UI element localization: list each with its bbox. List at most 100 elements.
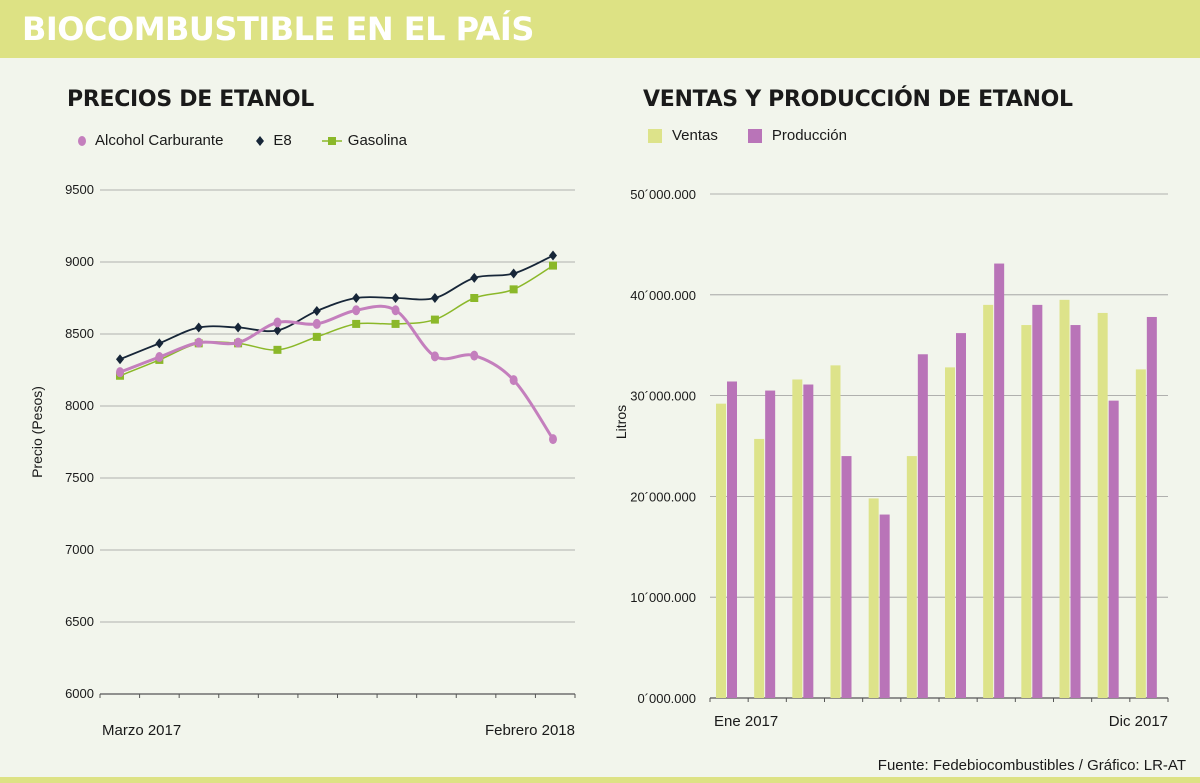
y-tick-label: 7000: [65, 542, 94, 557]
legend-label-alcohol: Alcohol Carburante: [95, 132, 224, 149]
y-tick-label: 30´000.000: [630, 389, 696, 404]
bar-ventas-ene: [716, 403, 726, 698]
bar-ventas-nov: [1097, 312, 1108, 698]
bar-ventas-feb: [754, 438, 765, 698]
legend-item-produccion: Producción: [747, 127, 847, 144]
data-point: [430, 293, 439, 303]
data-point: [549, 434, 557, 445]
data-point: [391, 305, 400, 316]
header-banner: BIOCOMBUSTIBLE EN EL PAÍS: [0, 0, 1200, 58]
legend-item-ventas: Ventas: [648, 127, 718, 144]
legend-item-gasolina: Gasolina: [321, 132, 407, 149]
bottom-bar: [0, 777, 1200, 783]
bar-producción-feb: [765, 390, 776, 698]
data-point: [155, 338, 164, 349]
diamond-marker-icon: [256, 135, 265, 146]
sales-chart-title: VENTAS Y PRODUCCIÓN DE ETANOL: [643, 87, 1073, 112]
legend-item-e8: E8: [253, 132, 292, 149]
data-point: [509, 285, 518, 294]
data-point: [549, 250, 557, 261]
data-point: [155, 352, 164, 363]
legend-label-ventas: Ventas: [672, 127, 718, 144]
bar-producción-nov: [1108, 400, 1119, 698]
y-tick-label: 10´000.000: [630, 590, 696, 605]
y-tick-label: 0´000.000: [637, 691, 696, 706]
data-point: [234, 337, 243, 348]
y-tick-label: 20´000.000: [630, 489, 696, 504]
bar-ventas-jul: [945, 367, 955, 698]
y-tick-label: 8000: [65, 398, 94, 413]
bar-producción-jul: [956, 333, 966, 698]
data-point: [234, 322, 243, 333]
circle-marker-icon: [78, 135, 86, 146]
data-point: [391, 293, 400, 303]
y-tick-label: 9500: [65, 182, 94, 197]
data-point: [194, 322, 203, 333]
bar-ventas-jun: [906, 456, 917, 698]
data-point: [116, 367, 124, 378]
data-point: [430, 315, 439, 324]
series-line-e8: [119, 254, 554, 361]
x-tick-label: Marzo 2017: [102, 722, 181, 739]
data-point: [509, 375, 518, 386]
bar-producción-sep: [1032, 304, 1043, 698]
y-axis-label: Precio (Pesos): [29, 386, 45, 478]
x-tick-label: Dic 2017: [1109, 713, 1168, 730]
data-point: [312, 318, 321, 329]
y-tick-label: 50´000.000: [630, 187, 696, 202]
x-tick-label: Febrero 2018: [485, 722, 575, 739]
produccion-swatch-icon: [747, 128, 762, 143]
y-tick-label: 9000: [65, 254, 94, 269]
data-point: [194, 337, 203, 348]
sales-chart-legend: Ventas Producción: [648, 127, 877, 144]
x-tick-label: Ene 2017: [714, 713, 778, 730]
y-axis-label: Litros: [613, 405, 629, 439]
bar-ventas-sep: [1021, 325, 1032, 698]
data-point: [430, 351, 439, 362]
data-point: [352, 305, 361, 316]
data-point: [312, 305, 321, 316]
price-chart-title: PRECIOS DE ETANOL: [67, 87, 314, 112]
bar-producción-jun: [917, 354, 928, 698]
y-tick-label: 40´000.000: [630, 288, 696, 303]
data-point: [391, 319, 400, 328]
data-point: [116, 354, 124, 365]
square-marker-icon: [321, 136, 342, 145]
legend-label-gasolina: Gasolina: [347, 132, 407, 149]
data-point: [470, 294, 479, 302]
bar-producción-oct: [1070, 325, 1081, 698]
y-tick-label: 6500: [65, 614, 94, 629]
sales-bar-chart: 0´000.000 10´000.000 20´000.000 30´000.000 4…: [613, 187, 1169, 730]
data-point: [470, 272, 479, 283]
data-point: [273, 345, 282, 354]
bar-ventas-mar: [792, 379, 803, 698]
legend-label-e8: E8: [273, 132, 292, 149]
legend-label-produccion: Producción: [771, 127, 847, 144]
y-tick-label: 6000: [65, 686, 94, 701]
series-line-gasolina: [119, 264, 554, 377]
bar-ventas-abr: [830, 365, 841, 698]
bar-ventas-ago: [983, 304, 994, 698]
data-point: [470, 350, 479, 361]
bar-producción-ene: [727, 381, 737, 698]
bar-producción-may: [879, 514, 890, 698]
bar-producción-mar: [803, 384, 814, 698]
data-point: [312, 332, 321, 341]
page-title: BIOCOMBUSTIBLE EN EL PAÍS: [22, 10, 534, 48]
ventas-swatch-icon: [648, 128, 662, 143]
y-tick-label: 7500: [65, 470, 94, 485]
data-point: [509, 268, 518, 279]
data-point: [273, 317, 282, 328]
data-point: [549, 261, 557, 270]
source-note: Fuente: Fedebiocombustibles / Gráfico: L…: [877, 757, 1186, 774]
bar-ventas-oct: [1059, 299, 1070, 698]
data-point: [352, 293, 361, 303]
bar-producción-dic: [1146, 316, 1157, 698]
bar-ventas-may: [868, 498, 879, 698]
data-point: [352, 319, 361, 328]
data-point: [273, 325, 282, 336]
price-line-chart: 6000 6500 7000 7500 8000 8500 9000 9500 Marzo 20…: [29, 182, 576, 739]
y-tick-label: 8500: [65, 326, 94, 341]
bar-producción-abr: [841, 456, 852, 698]
series-line-alcohol-carburante: [119, 304, 555, 440]
